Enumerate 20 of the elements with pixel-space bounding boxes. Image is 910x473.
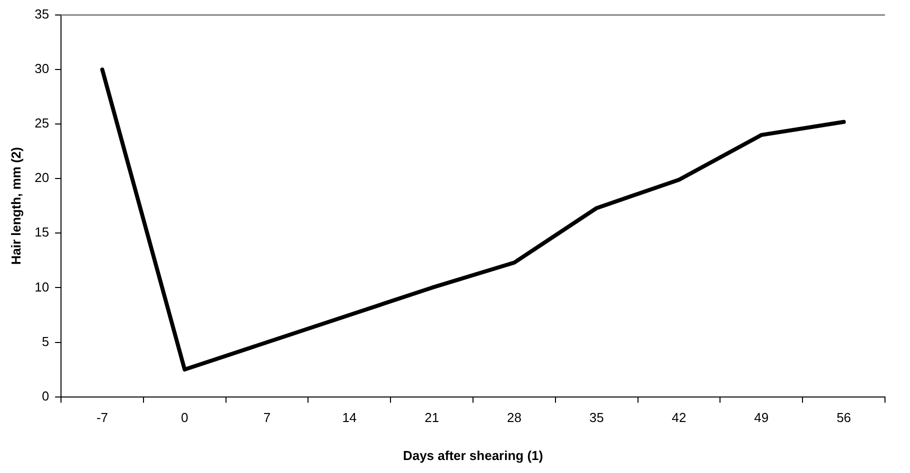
x-tick-label: -7 [96, 410, 108, 426]
x-tick-label: 35 [589, 410, 604, 426]
y-tick-label: 10 [34, 279, 50, 294]
x-tick-label: 49 [754, 410, 769, 426]
x-tick-label: 28 [506, 410, 522, 426]
x-tick-label: 42 [672, 410, 686, 426]
x-tick-label: 7 [263, 410, 271, 426]
y-axis-title: Hair length, mm (2) [8, 147, 24, 265]
y-tick-label: 5 [42, 334, 50, 349]
x-tick-label: 56 [836, 410, 852, 426]
y-tick-label: 25 [34, 116, 50, 131]
y-tick-label: 0 [42, 388, 50, 404]
y-tick-label: 30 [34, 61, 50, 76]
x-axis-title: Days after shearing (1) [402, 448, 544, 463]
y-tick-label: 15 [34, 224, 50, 240]
y-tick-label: 35 [34, 6, 50, 22]
x-tick-label: 14 [342, 410, 357, 426]
x-tick-label: 21 [424, 410, 440, 426]
y-tick-label: 20 [34, 170, 50, 186]
x-tick-label: 0 [181, 410, 188, 426]
